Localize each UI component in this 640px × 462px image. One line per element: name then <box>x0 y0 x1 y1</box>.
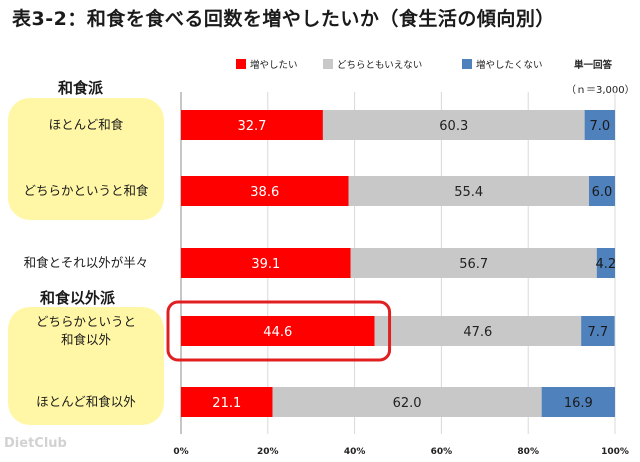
x-tick-label: 60% <box>431 447 453 457</box>
data-label: 55.4 <box>454 185 483 200</box>
bar-segment <box>374 316 582 346</box>
category-label: どちらかというと和食 <box>2 182 170 200</box>
category-label-line: 和食以外 <box>60 332 111 347</box>
group-box-non-washoku <box>8 307 164 425</box>
bar-segment <box>350 248 597 278</box>
data-label: 4.2 <box>596 257 617 272</box>
data-label: 56.7 <box>459 257 488 272</box>
value-labels: 32.7 60.3 7.0 38.6 55.4 6.0 39.1 56.7 4.2 44.6 47.… <box>212 119 616 411</box>
legend-label-increase: 増やしたい <box>250 60 298 71</box>
bar-segment <box>596 248 615 278</box>
x-tick-label: 40% <box>344 447 366 457</box>
bar-segment <box>322 110 585 140</box>
category-label-line: 和食とそれ以外が半々 <box>23 255 149 270</box>
group-box-washoku <box>8 98 164 220</box>
legend-item-neutral: どちらともいえない <box>323 57 422 71</box>
data-label: 32.7 <box>237 119 266 134</box>
category-label: どちらかというと 和食以外 <box>2 313 170 349</box>
bar-segment <box>348 176 589 206</box>
legend-swatch-neutral <box>323 59 333 69</box>
answer-type-note: 単一回答 <box>574 60 613 71</box>
data-label: 16.9 <box>564 396 593 411</box>
category-label: ほとんど和食 <box>2 116 170 134</box>
category-label-line: ほとんど和食 <box>48 117 124 132</box>
data-label: 21.1 <box>212 396 241 411</box>
bar-segment <box>584 110 615 140</box>
highlight-layer <box>166 300 392 362</box>
watermark: DietClub <box>4 436 67 451</box>
bar-segment <box>588 176 615 206</box>
bar-segment <box>541 387 615 417</box>
legend-label-neutral: どちらともいえない <box>337 60 423 71</box>
category-label: ほとんど和食以外 <box>2 393 170 411</box>
bar-segment <box>181 387 273 417</box>
sample-size-note: （ｎ＝3,000） <box>566 85 635 96</box>
highlight-frame <box>166 300 392 362</box>
legend-item-not-increase: 増やしたくない <box>462 57 543 71</box>
bars <box>181 110 615 417</box>
group-label-washoku: 和食派 <box>58 79 104 97</box>
legend-swatch-not-increase <box>462 59 472 69</box>
bar-segment <box>272 387 542 417</box>
bar-segment <box>181 316 375 346</box>
data-label: 7.7 <box>588 325 609 340</box>
group-label-non-washoku: 和食以外派 <box>40 289 116 307</box>
category-label-line: ほとんど和食以外 <box>36 394 136 409</box>
legend-item-increase: 増やしたい <box>236 57 298 71</box>
legend-label-not-increase: 増やしたくない <box>476 60 543 71</box>
category-label-line: どちらかというと <box>35 314 136 329</box>
x-tick-label: 100% <box>601 447 629 457</box>
category-label-line: どちらかというと和食 <box>23 183 149 198</box>
data-label: 39.1 <box>251 257 280 272</box>
data-label: 60.3 <box>439 119 468 134</box>
bar-segment <box>181 110 323 140</box>
x-tick-label: 0% <box>173 447 188 457</box>
x-axis-ticks: 0% 20% 40% 60% 80% 100% <box>173 447 629 457</box>
data-label: 7.0 <box>589 119 610 134</box>
data-label: 47.6 <box>463 325 492 340</box>
data-label: 62.0 <box>393 396 422 411</box>
chart-title: 表3-2：和食を食べる回数を増やしたいか（食生活の傾向別） <box>12 8 555 30</box>
x-tick-label: 80% <box>517 447 539 457</box>
category-label: 和食とそれ以外が半々 <box>2 254 170 272</box>
data-label: 44.6 <box>263 325 292 340</box>
bar-segment <box>581 316 615 346</box>
bar-segment <box>181 248 351 278</box>
bar-segment <box>181 176 349 206</box>
data-label: 6.0 <box>592 185 613 200</box>
legend-swatch-increase <box>236 59 246 69</box>
x-tick-label: 20% <box>257 447 279 457</box>
data-label: 38.6 <box>250 185 279 200</box>
